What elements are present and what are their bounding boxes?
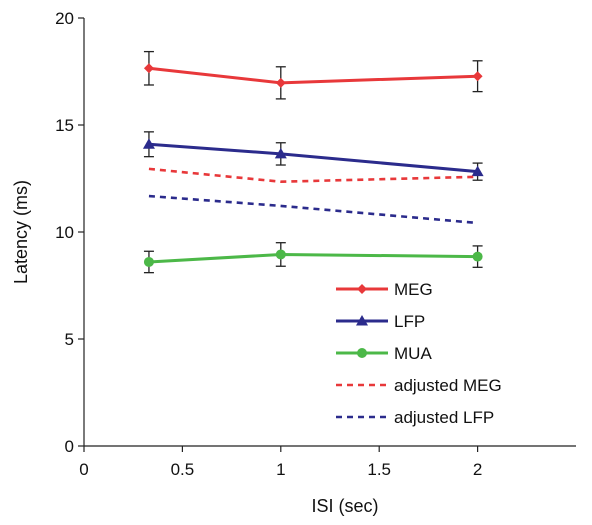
data-point: [142, 138, 155, 149]
series-meg: [143, 50, 483, 100]
data-point: [471, 165, 484, 177]
legend-item-adjusted-meg: adjusted MEG: [336, 376, 502, 395]
series-layer: [142, 50, 484, 274]
y-tick-label: 10: [55, 223, 74, 242]
x-tick-label: 0: [79, 460, 88, 479]
legend-marker: [357, 284, 367, 294]
series-line: [148, 194, 478, 225]
series-line: [148, 66, 478, 85]
legend-label: adjusted LFP: [394, 408, 494, 427]
series-lfp: [142, 131, 484, 181]
data-point: [143, 63, 154, 74]
legend-item-meg: MEG: [336, 280, 433, 299]
y-ticks: 0 5 10 15 20: [55, 9, 84, 456]
legend: MEG LFP MUA adjusted MEG adjusted LFP: [336, 280, 502, 427]
y-tick-label: 5: [65, 330, 74, 349]
y-tick-label: 0: [65, 437, 74, 456]
legend-marker: [357, 348, 367, 358]
y-tick-label: 20: [55, 9, 74, 28]
series-mua: [143, 242, 483, 274]
legend-item-mua: MUA: [336, 344, 432, 363]
series-line: [148, 252, 478, 264]
legend-item-adjusted-lfp: adjusted LFP: [336, 408, 494, 427]
legend-label: LFP: [394, 312, 425, 331]
data-point: [472, 251, 483, 262]
data-point: [143, 256, 154, 267]
y-tick-label: 15: [55, 116, 74, 135]
series-line: [148, 167, 478, 184]
series-adjusted-meg: [148, 167, 478, 184]
series-adjusted-lfp: [148, 194, 478, 225]
data-point: [472, 71, 483, 82]
legend-label: MEG: [394, 280, 433, 299]
legend-label: MUA: [394, 344, 432, 363]
data-point: [275, 249, 286, 260]
x-tick-label: 1.5: [367, 460, 391, 479]
legend-label: adjusted MEG: [394, 376, 502, 395]
data-point: [274, 147, 287, 159]
data-point: [275, 77, 286, 88]
x-tick-label: 0.5: [171, 460, 195, 479]
legend-marker: [356, 315, 368, 326]
legend-item-lfp: LFP: [336, 312, 425, 331]
series-line: [148, 142, 478, 174]
x-tick-label: 1: [276, 460, 285, 479]
x-ticks: 0 0.5 1 1.5 2: [79, 446, 482, 479]
x-tick-label: 2: [473, 460, 482, 479]
y-axis-title: Latency (ms): [11, 180, 31, 284]
x-axis-title: ISI (sec): [311, 496, 378, 516]
